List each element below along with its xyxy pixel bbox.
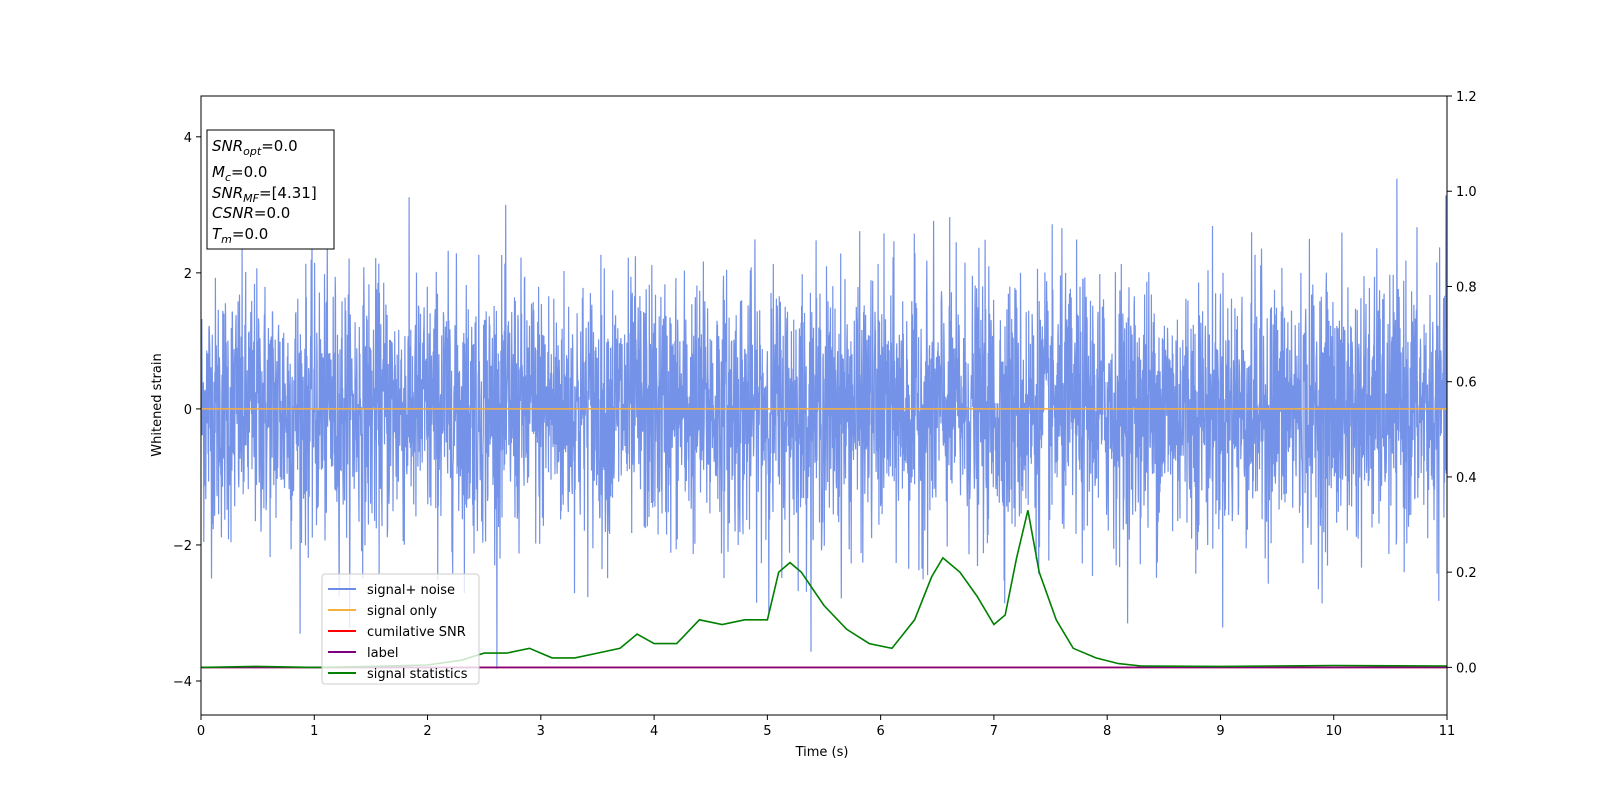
- plot-frame: [200, 95, 1448, 716]
- legend-label: label: [367, 646, 398, 661]
- left-y-tick-label: −4: [173, 675, 192, 690]
- x-tick-label: 3: [537, 724, 545, 739]
- left-y-tick-label: 0: [184, 403, 192, 418]
- right-y-tick-label: 0.8: [1456, 280, 1477, 295]
- x-axis-ticks: 0 1 2 3 4 5 6 7 8 9 10 11: [197, 715, 1455, 739]
- left-y-axis-ticks: 4 2 0 −2 −4: [173, 131, 201, 690]
- series-signal-plus-noise: [201, 178, 1447, 669]
- legend: signal+ noise signal only cumilative SNR la…: [321, 573, 480, 685]
- x-tick-label: 6: [876, 724, 884, 739]
- noise-trace: [201, 178, 1447, 669]
- left-y-tick-label: −2: [173, 539, 192, 554]
- right-y-tick-label: 1.2: [1456, 90, 1477, 105]
- x-tick-label: 9: [1216, 724, 1224, 739]
- legend-label: signal+ noise: [367, 583, 455, 598]
- x-tick-label: 7: [990, 724, 998, 739]
- info-line-mc: Mc=0.0: [212, 163, 267, 184]
- legend-label: cumilative SNR: [367, 625, 466, 640]
- legend-label: signal statistics: [367, 667, 468, 682]
- x-tick-label: 4: [650, 724, 658, 739]
- right-y-tick-label: 1.0: [1456, 185, 1477, 200]
- legend-label: signal only: [367, 604, 437, 619]
- right-y-tick-label: 0.2: [1456, 566, 1477, 581]
- series-signal-statistics: [201, 510, 1447, 669]
- x-tick-label: 2: [423, 724, 431, 739]
- info-line-snr-mf: SNRMF=[4.31]: [212, 184, 317, 205]
- y-axis-label: Whitened strain: [150, 353, 165, 456]
- right-y-tick-label: 0.0: [1456, 661, 1477, 676]
- x-tick-label: 11: [1439, 724, 1456, 739]
- info-line-csnr: CSNR=0.0: [212, 204, 290, 222]
- info-line-tm: Tm=0.0: [212, 225, 268, 246]
- x-tick-label: 5: [763, 724, 771, 739]
- info-line-snr-opt: SNRopt=0.0: [212, 137, 298, 158]
- right-y-tick-label: 0.4: [1456, 471, 1477, 486]
- left-y-tick-label: 4: [184, 131, 192, 146]
- x-tick-label: 1: [310, 724, 318, 739]
- info-box: SNRopt=0.0 Mc=0.0 SNRMF=[4.31] CSNR=0.0 …: [206, 129, 335, 250]
- x-axis-label: Time (s): [795, 745, 849, 760]
- x-tick-label: 10: [1325, 724, 1342, 739]
- x-tick-label: 8: [1103, 724, 1111, 739]
- x-tick-label: 0: [197, 724, 205, 739]
- right-y-tick-label: 0.6: [1456, 376, 1477, 391]
- right-y-axis-ticks: 1.2 1.0 0.8 0.6 0.4 0.2 0.0: [1447, 90, 1477, 676]
- left-y-tick-label: 2: [184, 267, 192, 282]
